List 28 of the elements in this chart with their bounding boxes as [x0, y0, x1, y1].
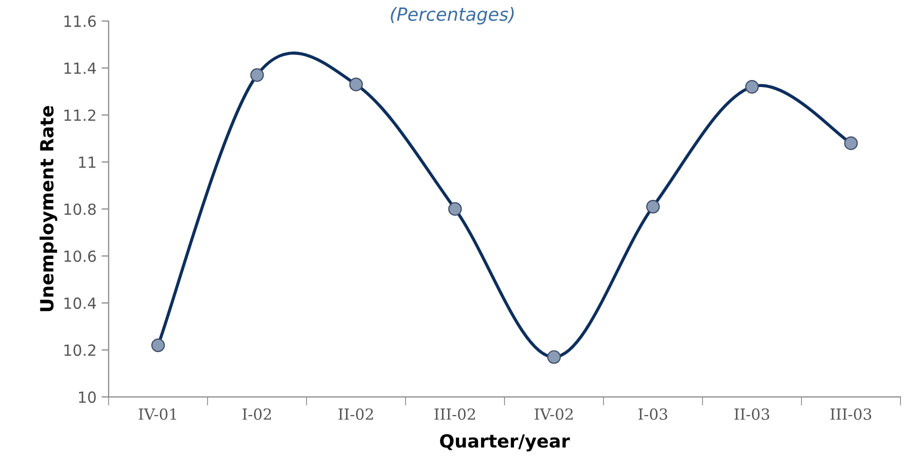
y-tick-label: 10.6 [64, 250, 96, 262]
x-tick-label: III-02 [434, 408, 475, 420]
y-tick-label: 10.4 [64, 297, 96, 309]
y-tick-label: 11.4 [64, 62, 96, 74]
x-tick-label: II-03 [734, 408, 770, 420]
point [151, 338, 165, 352]
point [547, 350, 561, 364]
y-tick-label: 10.2 [64, 344, 96, 356]
point [646, 200, 660, 214]
point [349, 78, 363, 92]
x-tick-label: II-02 [338, 408, 373, 420]
point [844, 136, 858, 150]
x-axis-title: Quarter/year [440, 434, 570, 452]
point [745, 80, 759, 94]
y-tick-label: 11 [79, 156, 96, 168]
point [448, 202, 462, 216]
x-tick-label: III-03 [830, 408, 872, 420]
chart-subtitle: (Percentages) [390, 7, 514, 24]
x-tick-label: I-03 [638, 408, 668, 420]
x-tick-label: IV-01 [138, 408, 176, 420]
x-tick-label: IV-02 [534, 408, 573, 420]
point [250, 68, 264, 82]
y-tick-label: 11.2 [64, 109, 96, 121]
y-tick-label: 10 [79, 391, 96, 403]
y-tick-label: 11.6 [64, 15, 96, 28]
y-axis-title: Unemployment Rate [40, 106, 58, 312]
x-tick-label: I-02 [242, 408, 271, 420]
y-tick-label: 10.8 [64, 203, 96, 216]
